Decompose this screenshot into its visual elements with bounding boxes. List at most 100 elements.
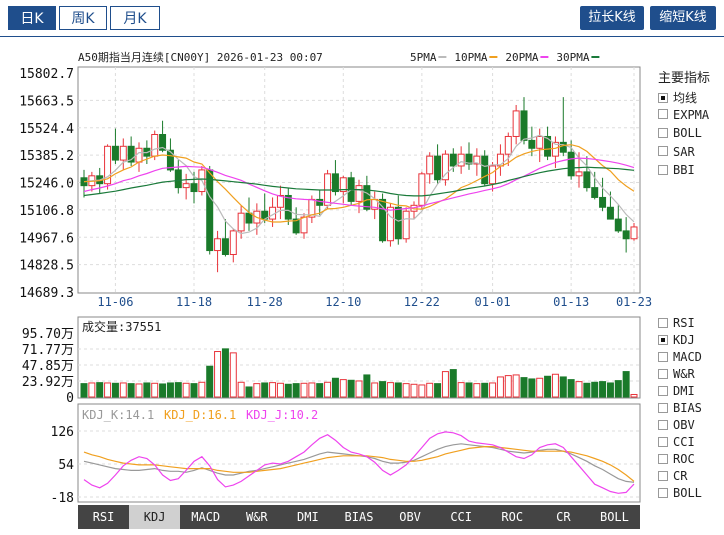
volume-bar (300, 382, 308, 398)
candle-down (111, 128, 119, 165)
option-label: BOLL (673, 486, 702, 500)
indicator-tab-roc[interactable]: ROC (501, 510, 524, 524)
indicator-tab-boll[interactable]: BOLL (599, 510, 629, 524)
volume-bar (489, 382, 497, 398)
volume-bar (386, 382, 394, 398)
candle-body (316, 198, 324, 206)
checkbox[interactable] (658, 368, 668, 379)
sub-indicator-wr[interactable]: W&R (658, 367, 695, 383)
candle-up (426, 152, 434, 184)
sub-indicator-rsi[interactable]: RSI (658, 316, 695, 332)
indicator-tab-rsi[interactable]: RSI (92, 510, 115, 524)
candle-body (520, 110, 528, 141)
price-y-tick: 15385.2 (19, 149, 74, 164)
volume-bar (410, 383, 418, 398)
checkbox[interactable] (658, 402, 668, 413)
price-x-axis: 11-06 11-18 11-28 12-10 12-22 01-01 01-13 01-23 (97, 295, 652, 309)
checkbox[interactable] (658, 351, 668, 362)
candle-body (449, 153, 457, 167)
sub-indicator-cci[interactable]: CCI (658, 435, 695, 451)
volume-bar (174, 382, 182, 398)
checkbox[interactable] (658, 317, 668, 328)
checkbox[interactable] (658, 109, 668, 119)
checkbox[interactable] (658, 487, 668, 498)
main-indicator-sar[interactable]: SAR (658, 145, 695, 161)
sub-indicator-macd[interactable]: MACD (658, 350, 702, 366)
volume-bar (426, 382, 434, 398)
sub-indicator-kdj[interactable]: KDJ (658, 333, 695, 349)
candle-up (104, 144, 112, 190)
indicator-tab-wr[interactable]: W&R (245, 510, 268, 524)
volume-bar (606, 382, 614, 398)
kdj-y-axis: 126 54 -18 (51, 425, 75, 506)
checkbox[interactable] (658, 385, 668, 396)
checkbox[interactable] (658, 334, 668, 345)
volume-bar (512, 374, 520, 398)
checkbox[interactable] (658, 419, 668, 430)
volume-bar (614, 380, 622, 398)
option-label: MACD (673, 350, 702, 364)
checkbox[interactable] (658, 92, 668, 103)
sub-indicator-obv[interactable]: OBV (658, 418, 695, 434)
ma-line-30pma (83, 166, 635, 197)
candle-down (174, 160, 182, 194)
main-indicator-bbi[interactable]: BBI (658, 163, 695, 179)
candle-down (434, 144, 442, 184)
candle-body (190, 183, 198, 193)
main-indicator-boll[interactable]: BOLL (658, 126, 702, 142)
candle-body (237, 212, 245, 232)
price-y-tick: 15802.7 (19, 67, 74, 82)
candle-body (166, 149, 174, 171)
main-indicator-expma[interactable]: EXPMA (658, 108, 709, 124)
candle-body (528, 139, 536, 149)
price-y-tick: 15106.8 (19, 204, 74, 219)
volume-bar (135, 383, 143, 398)
sub-indicator-dmi[interactable]: DMI (658, 384, 695, 400)
tab-weekly[interactable]: 周K (59, 6, 107, 30)
candle-body (104, 145, 112, 185)
candle-up (504, 132, 512, 166)
option-label: 均线 (673, 91, 698, 105)
indicator-tab-dmi[interactable]: DMI (297, 510, 319, 524)
sub-indicator-bias[interactable]: BIAS (658, 401, 702, 417)
sub-indicator-roc[interactable]: ROC (658, 452, 695, 468)
sub-indicator-cr[interactable]: CR (658, 469, 687, 485)
candle-down (622, 217, 630, 253)
volume-bar (449, 369, 457, 398)
volume-bar (127, 383, 135, 398)
main-indicator-0[interactable]: 均线 (658, 89, 697, 105)
checkbox[interactable] (658, 146, 668, 156)
indicator-tab-bias[interactable]: BIAS (344, 510, 374, 524)
volume-bar (182, 382, 190, 398)
sub-indicator-boll[interactable]: BOLL (658, 486, 702, 502)
zoom-in-button[interactable]: 缩短K线 (650, 6, 716, 30)
checkbox[interactable] (658, 453, 668, 464)
volume-bar (88, 382, 96, 398)
indicator-tab-macd[interactable]: MACD (191, 510, 221, 524)
checkbox[interactable] (658, 436, 668, 447)
checkbox[interactable] (658, 164, 668, 175)
candle-body (473, 155, 481, 165)
volume-bar (536, 377, 544, 398)
option-label: EXPMA (673, 107, 710, 122)
indicator-tab-obv[interactable]: OBV (399, 510, 421, 524)
zoom-out-button[interactable]: 拉长K线 (580, 6, 644, 30)
candle-down (614, 205, 622, 233)
volume-bar (245, 386, 253, 398)
indicator-tab-kdj[interactable]: KDJ (129, 505, 181, 529)
chart-title: A50期指当月连续[CN00Y] 2026-01-23 00:07 (78, 50, 323, 64)
option-label: SAR (673, 144, 695, 159)
checkbox[interactable] (658, 127, 668, 138)
candle-body (504, 135, 512, 155)
candle-body (355, 185, 363, 202)
option-label: OBV (673, 418, 695, 432)
candle-up (630, 223, 638, 241)
indicator-tab-cci[interactable]: CCI (450, 510, 472, 524)
tab-daily[interactable]: 日K (8, 6, 56, 30)
indicator-tab-cr[interactable]: CR (556, 510, 571, 524)
tab-monthly[interactable]: 月K (110, 6, 160, 30)
volume-bar (284, 383, 292, 398)
checkbox[interactable] (658, 470, 668, 481)
candle-up (418, 171, 426, 210)
